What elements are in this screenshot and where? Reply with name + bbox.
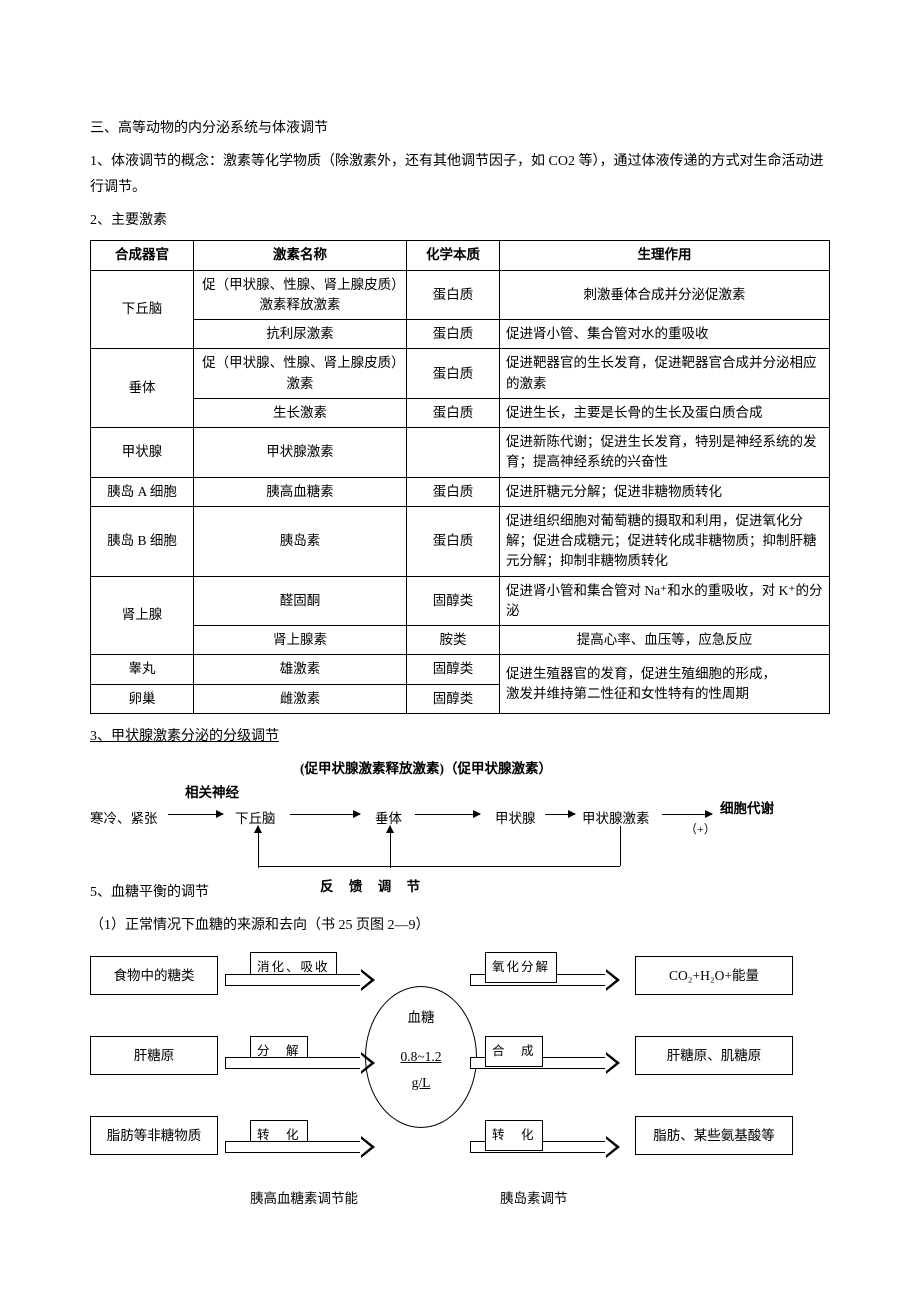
d1-left-label: 相关神经: [185, 780, 239, 806]
block-arrow-icon: [225, 971, 375, 989]
cell-name: 甲状腺激素: [194, 428, 407, 478]
cell-name: 促（甲状腺、性腺、肾上腺皮质）激素: [194, 349, 407, 399]
blood-sugar-diagram: 食物中的糖类 肝糖原 脂肪等非糖物质 消化、吸收 分 解 转 化 血糖 0.8~…: [90, 946, 830, 1206]
th-organ: 合成器官: [91, 241, 194, 270]
cell-name: 雄激素: [194, 655, 407, 684]
arrow-up-icon: [258, 826, 259, 868]
arrow-icon: [290, 814, 360, 815]
cell-organ: 睾丸: [91, 655, 194, 684]
cell-nature: 固醇类: [407, 655, 500, 684]
d2-left-box: 脂肪等非糖物质: [90, 1116, 218, 1156]
cell-effect: 促进生殖器官的发育，促进生殖细胞的形成， 激发并维持第二性征和女性特有的性周期: [500, 655, 830, 714]
d1-right-label: 细胞代谢: [720, 796, 774, 822]
d2-bottom-left: 胰高血糖素调节能: [250, 1186, 358, 1212]
cell-nature: 蛋白质: [407, 398, 500, 427]
arrow-icon: [415, 814, 480, 815]
cell-name: 胰高血糖素: [194, 477, 407, 506]
th-nature: 化学本质: [407, 241, 500, 270]
cell-nature: 蛋白质: [407, 506, 500, 576]
cell-name: 抗利尿激素: [194, 320, 407, 349]
d1-node-stimulus: 寒冷、紧张: [90, 806, 158, 832]
cell-effect: 提高心率、血压等，应急反应: [500, 626, 830, 655]
cell-nature: 胺类: [407, 626, 500, 655]
th-name: 激素名称: [194, 241, 407, 270]
d1-node-hormone: 甲状腺激素: [582, 806, 650, 832]
d2-bottom-right: 胰岛素调节: [500, 1186, 568, 1212]
cell-nature: 蛋白质: [407, 349, 500, 399]
cell-organ: 垂体: [91, 349, 194, 428]
d2-right-label: 氧化分解: [485, 952, 557, 984]
d1-feedback-label: 反 馈 调 节: [320, 874, 426, 900]
section-heading: 三、高等动物的内分泌系统与体液调节: [90, 116, 830, 143]
cell-effect: 促进肾小管、集合管对水的重吸收: [500, 320, 830, 349]
d2-center-value: 0.8~1.2 g/L: [391, 1044, 451, 1095]
cell-organ: 胰岛 A 细胞: [91, 477, 194, 506]
arrow-icon: [662, 814, 712, 815]
cell-organ: 下丘脑: [91, 270, 194, 349]
cell-effect: 促进靶器官的生长发育，促进靶器官合成并分泌相应的激素: [500, 349, 830, 399]
cell-nature: 蛋白质: [407, 320, 500, 349]
d2-right-box: 肝糖原、肌糖原: [635, 1036, 793, 1076]
cell-nature: 固醇类: [407, 576, 500, 626]
cell-name: 雌激素: [194, 684, 407, 713]
paragraph-1: 1、体液调节的概念：激素等化学物质（除激素外，还有其他调节因子，如 CO2 等）…: [90, 149, 830, 202]
cell-name: 醛固酮: [194, 576, 407, 626]
cell-effect: 促进组织细胞对葡萄糖的摄取和利用，促进氧化分解；促进合成糖元；促进转化成非糖物质…: [500, 506, 830, 576]
d2-left-box: 食物中的糖类: [90, 956, 218, 996]
paragraph-3: 3、甲状腺激素分泌的分级调节: [90, 724, 830, 751]
cell-effect: 促进肝糖元分解；促进非糖物质转化: [500, 477, 830, 506]
d2-right-label: 转 化: [485, 1120, 543, 1152]
d2-center-oval: 血糖 0.8~1.2 g/L: [365, 986, 477, 1128]
cell-nature: 固醇类: [407, 684, 500, 713]
cell-name: 促（甲状腺、性腺、肾上腺皮质）激素释放激素: [194, 270, 407, 320]
cell-nature: 蛋白质: [407, 477, 500, 506]
d2-center-title: 血糖: [366, 1005, 476, 1031]
cell-name: 胰岛素: [194, 506, 407, 576]
line-icon: [258, 866, 620, 867]
cell-nature: 蛋白质: [407, 270, 500, 320]
cell-effect: 促进新陈代谢；促进生长发育，特别是神经系统的发育；提高神经系统的兴奋性: [500, 428, 830, 478]
cell-name: 生长激素: [194, 398, 407, 427]
cell-effect: 促进肾小管和集合管对 Na⁺和水的重吸收，对 K⁺的分泌: [500, 576, 830, 626]
arrow-up-icon: [390, 826, 391, 868]
arrow-icon: [168, 814, 223, 815]
d2-right-label: 合 成: [485, 1036, 543, 1068]
d2-left-box: 肝糖原: [90, 1036, 218, 1076]
arrow-icon: [545, 814, 575, 815]
d2-right-box: 脂肪、某些氨基酸等: [635, 1116, 793, 1156]
cell-organ: 肾上腺: [91, 576, 194, 655]
paragraph-5a: （1）正常情况下血糖的来源和去向（书 25 页图 2—9）: [90, 913, 830, 940]
d1-node-thyroid: 甲状腺: [495, 806, 536, 832]
cell-nature: [407, 428, 500, 478]
cell-effect: 促进生长，主要是长骨的生长及蛋白质合成: [500, 398, 830, 427]
cell-organ: 甲状腺: [91, 428, 194, 478]
line-icon: [620, 826, 621, 866]
block-arrow-icon: [225, 1054, 375, 1072]
d2-right-box: CO₂+H₂O+能量: [635, 956, 793, 996]
hormone-table: 合成器官 激素名称 化学本质 生理作用 下丘脑 促（甲状腺、性腺、肾上腺皮质）激…: [90, 240, 830, 714]
cell-name: 肾上腺素: [194, 626, 407, 655]
d1-plus: （+）: [685, 818, 716, 841]
feedback-diagram: (促甲状腺激素释放激素)（促甲状腺激素） 相关神经 寒冷、紧张 下丘脑 垂体 甲…: [90, 756, 830, 906]
cell-organ: 胰岛 B 细胞: [91, 506, 194, 576]
d1-top-label: (促甲状腺激素释放激素)（促甲状腺激素）: [300, 756, 552, 782]
block-arrow-icon: [225, 1138, 375, 1156]
cell-organ: 卵巢: [91, 684, 194, 713]
th-effect: 生理作用: [500, 241, 830, 270]
cell-effect: 刺激垂体合成并分泌促激素: [500, 270, 830, 320]
paragraph-2: 2、主要激素: [90, 208, 830, 235]
